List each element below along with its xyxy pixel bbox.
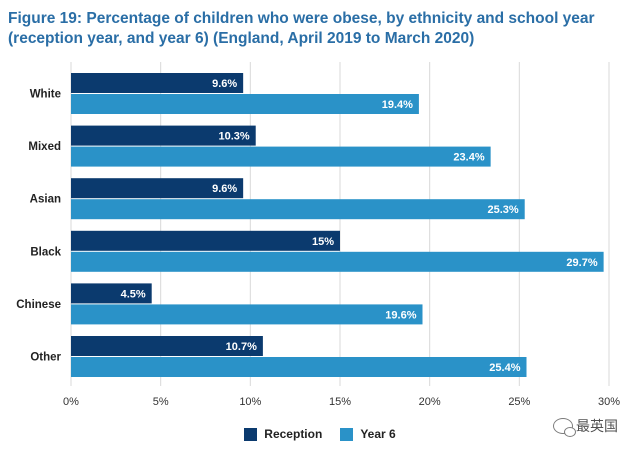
legend-swatch-reception xyxy=(244,427,258,441)
data-label-reception-asian: 9.6% xyxy=(212,183,237,195)
data-label-year-6-white: 19.4% xyxy=(382,99,413,111)
legend-label-reception: Reception xyxy=(264,427,323,441)
data-label-year-6-mixed: 23.4% xyxy=(453,152,484,164)
x-tick-label-5: 25% xyxy=(508,396,530,408)
data-label-year-6-other: 25.4% xyxy=(489,362,520,374)
data-label-reception-mixed: 10.3% xyxy=(219,131,250,143)
chart-title-line-2: (reception year, and year 6) (England, A… xyxy=(8,30,475,47)
bar-reception-mixed xyxy=(71,125,256,146)
bar-reception-black xyxy=(71,230,340,251)
data-label-reception-black: 15% xyxy=(312,236,334,248)
bar-reception-chinese xyxy=(71,283,152,304)
bar-reception-other xyxy=(71,336,263,356)
category-label-mixed: Mixed xyxy=(28,141,61,153)
data-label-year-6-black: 29.7% xyxy=(566,257,597,269)
legend: Reception Year 6 xyxy=(0,427,640,441)
x-tick-label-1: 5% xyxy=(153,396,169,408)
data-label-reception-white: 9.6% xyxy=(212,78,237,90)
x-tick-label-6: 30% xyxy=(598,396,620,408)
bar-year-6-asian xyxy=(71,199,525,220)
x-tick-label-4: 20% xyxy=(419,396,441,408)
bar-reception-white xyxy=(71,73,244,93)
chart-title-line-1: Figure 19: Percentage of children who we… xyxy=(8,10,595,27)
category-label-chinese: Chinese xyxy=(16,299,61,311)
x-tick-label-2: 10% xyxy=(239,396,261,408)
data-label-year-6-chinese: 19.6% xyxy=(385,309,416,321)
bar-year-6-mixed xyxy=(71,146,491,167)
chart-title: Figure 19: Percentage of children who we… xyxy=(8,9,632,49)
data-label-reception-chinese: 4.5% xyxy=(121,288,146,300)
bar-year-6-other xyxy=(71,357,527,377)
category-label-black: Black xyxy=(30,246,61,258)
data-label-reception-other: 10.7% xyxy=(226,341,257,353)
bar-year-6-black xyxy=(71,251,604,272)
category-label-asian: Asian xyxy=(30,194,61,206)
x-tick-label-3: 15% xyxy=(329,396,351,408)
watermark: 最英国 xyxy=(553,416,618,437)
category-label-white: White xyxy=(30,89,61,101)
legend-item-reception: Reception xyxy=(244,427,322,441)
watermark-text: 最英国 xyxy=(576,418,618,434)
bar-year-6-white xyxy=(71,94,419,114)
x-tick-label-0: 0% xyxy=(63,396,79,408)
bar-year-6-chinese xyxy=(71,304,423,325)
bar-reception-asian xyxy=(71,178,244,199)
data-label-year-6-asian: 25.3% xyxy=(488,204,519,216)
category-label-other: Other xyxy=(30,352,61,364)
legend-label-year-6: Year 6 xyxy=(360,427,396,441)
legend-swatch-year-6 xyxy=(340,427,354,441)
legend-item-year-6: Year 6 xyxy=(340,427,396,441)
wechat-icon xyxy=(553,418,576,437)
